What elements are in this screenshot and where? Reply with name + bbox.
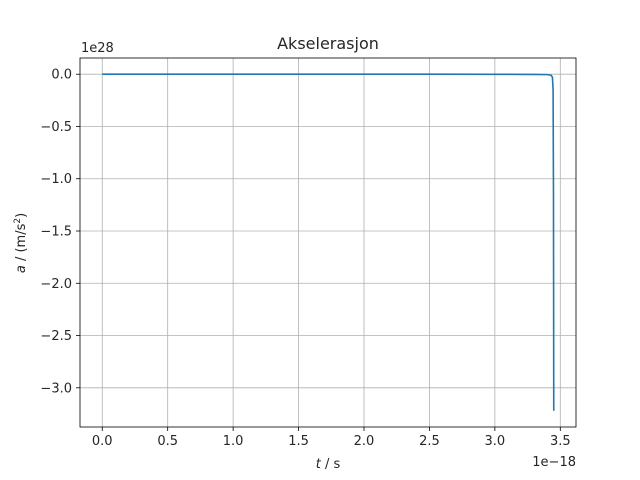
y-tick-label: −2.0 xyxy=(40,277,72,292)
y-tick-label: −0.5 xyxy=(40,120,72,135)
y-axis-unit-exponent: 2 xyxy=(13,218,23,224)
x-axis-offset-label: 1e−18 xyxy=(532,455,576,470)
x-tick-label: 3.0 xyxy=(485,434,506,449)
ticks xyxy=(76,73,561,431)
y-tick-label: −3.0 xyxy=(40,381,72,396)
y-axis-variable: a xyxy=(14,265,29,273)
x-axis-label: t / s xyxy=(316,457,341,472)
y-tick-labels: 0.0 −0.5 −1.0 −1.5 −2.0 −2.5 −3.0 xyxy=(40,68,72,397)
x-tick-label: 1.0 xyxy=(223,434,244,449)
x-axis-unit: / s xyxy=(321,457,341,472)
y-axis-unit: / (m/s xyxy=(14,223,29,265)
x-tick-labels: 0.0 0.5 1.0 1.5 2.0 2.5 3.0 3.5 xyxy=(92,434,571,449)
series-layer xyxy=(102,73,555,411)
y-axis-offset-label: 1e28 xyxy=(81,41,114,56)
x-tick-label: 1.5 xyxy=(288,434,309,449)
y-tick-label: −2.5 xyxy=(40,329,72,344)
x-tick-label: 2.5 xyxy=(419,434,440,449)
plot-area xyxy=(80,58,576,427)
y-axis-unit-close: ) xyxy=(14,213,29,218)
x-tick-label: 2.0 xyxy=(354,434,375,449)
y-tick-label: −1.5 xyxy=(40,225,72,240)
y-tick-label: 0.0 xyxy=(51,68,72,83)
x-tick-label: 0.0 xyxy=(92,434,113,449)
series-line xyxy=(102,73,555,411)
y-axis-label: a / (m/s2) xyxy=(13,213,29,273)
x-tick-label: 0.5 xyxy=(157,434,178,449)
x-axis-variable: t xyxy=(316,457,322,472)
y-tick-label: −1.0 xyxy=(40,172,72,187)
x-tick-label: 3.5 xyxy=(550,434,571,449)
chart-title: Akselerasjon xyxy=(277,34,379,53)
plot-frame xyxy=(79,57,577,428)
